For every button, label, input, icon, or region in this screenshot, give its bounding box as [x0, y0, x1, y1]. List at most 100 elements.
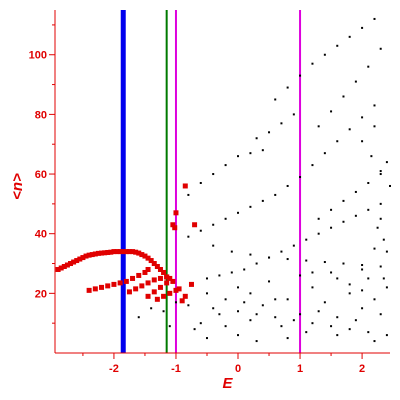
data-point — [286, 86, 289, 89]
data-point — [199, 229, 202, 232]
data-point — [299, 176, 302, 179]
data-point — [305, 259, 308, 262]
data-point — [330, 110, 333, 113]
data-point — [237, 334, 240, 337]
data-point — [280, 122, 283, 125]
data-point — [361, 26, 364, 29]
data-point — [255, 137, 258, 140]
data-point — [55, 266, 61, 272]
data-point — [336, 44, 339, 47]
data-point — [274, 316, 277, 319]
data-point — [286, 298, 289, 301]
data-point — [361, 289, 364, 292]
data-point — [274, 298, 277, 301]
data-point — [182, 183, 188, 189]
data-point — [77, 256, 83, 262]
data-point — [311, 322, 314, 325]
data-point — [255, 262, 258, 265]
data-point — [224, 164, 227, 167]
data-point — [385, 161, 388, 164]
data-point — [179, 298, 185, 304]
data-point — [136, 272, 142, 278]
data-point — [95, 250, 101, 256]
data-point — [230, 271, 233, 274]
data-point — [174, 301, 177, 304]
data-point — [89, 252, 95, 258]
data-point — [354, 214, 357, 217]
data-point — [336, 277, 339, 280]
data-point — [187, 304, 190, 307]
data-point — [164, 280, 170, 286]
data-point — [385, 334, 388, 337]
data-point — [218, 313, 221, 316]
data-point — [255, 340, 258, 343]
data-point — [212, 223, 215, 226]
data-point — [323, 53, 326, 56]
data-point — [348, 328, 351, 331]
data-point — [373, 298, 376, 301]
data-point — [361, 116, 364, 119]
data-point — [299, 313, 302, 316]
data-point — [361, 140, 364, 143]
data-point — [170, 222, 176, 228]
data-point — [243, 301, 246, 304]
data-point — [111, 249, 117, 255]
data-point — [83, 253, 89, 259]
data-point — [99, 250, 105, 256]
data-point — [86, 287, 92, 293]
data-point — [187, 235, 190, 238]
data-point — [151, 277, 157, 283]
data-point — [317, 125, 320, 128]
data-point — [199, 322, 202, 325]
data-point — [205, 277, 208, 280]
data-point — [261, 149, 264, 152]
data-point — [361, 307, 364, 310]
data-point — [323, 261, 326, 264]
data-point — [212, 244, 215, 247]
data-point — [305, 238, 308, 241]
data-point — [382, 238, 385, 241]
data-point — [268, 256, 271, 259]
data-point — [249, 152, 252, 155]
data-point — [99, 284, 105, 290]
data-point — [142, 269, 148, 275]
data-point — [176, 286, 182, 292]
data-point — [123, 249, 129, 255]
data-point — [199, 181, 202, 184]
data-point — [126, 249, 132, 255]
data-point — [385, 286, 388, 289]
data-point — [212, 307, 215, 310]
data-point — [292, 244, 295, 247]
data-point — [139, 283, 145, 289]
data-point — [133, 249, 139, 255]
x-tick-label: -1 — [171, 363, 181, 375]
data-point — [311, 62, 314, 65]
data-point — [286, 258, 289, 261]
data-point — [268, 131, 271, 134]
data-point — [370, 155, 373, 158]
data-point — [172, 225, 178, 231]
data-point — [205, 337, 208, 340]
data-point — [237, 286, 240, 289]
data-point — [280, 250, 283, 253]
data-point — [261, 304, 264, 307]
data-point — [58, 265, 64, 271]
data-point — [218, 274, 221, 277]
data-point — [336, 316, 339, 319]
data-point — [261, 199, 264, 202]
data-point — [274, 98, 277, 101]
data-point — [373, 340, 376, 343]
data-point — [317, 310, 320, 313]
data-point — [361, 268, 364, 271]
data-point — [187, 193, 190, 196]
data-point — [61, 264, 67, 270]
data-point — [373, 247, 376, 250]
data-point — [255, 313, 258, 316]
data-point — [192, 222, 198, 228]
data-point — [80, 255, 86, 261]
data-point — [230, 250, 233, 253]
data-point — [108, 249, 114, 255]
data-point — [102, 250, 108, 256]
y-tick-label: 60 — [35, 169, 47, 181]
y-axis-title: <n> — [9, 173, 26, 200]
